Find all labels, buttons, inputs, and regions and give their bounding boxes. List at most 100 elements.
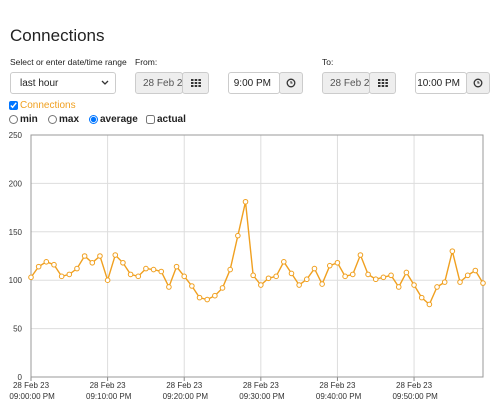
y-tick-label: 100 (9, 276, 23, 285)
data-point (296, 282, 302, 288)
data-point (51, 261, 57, 268)
data-point (112, 252, 119, 258)
mode-label: max (59, 114, 80, 125)
data-point (380, 274, 387, 281)
x-tick-line: 09:10:00 PM (84, 392, 132, 401)
to-date[interactable]: 28 Feb 2 (322, 72, 370, 94)
to-time[interactable]: 10:00 PM (415, 72, 467, 94)
data-point (418, 294, 425, 301)
data-point (250, 272, 256, 279)
data-point (288, 270, 295, 277)
x-tick-label: 28 Feb 23 09:00:00 PM (7, 381, 55, 401)
data-point (235, 232, 241, 239)
data-point (480, 280, 486, 286)
clock-icon (473, 78, 483, 88)
data-point (441, 279, 448, 285)
calendar-icon (190, 79, 201, 87)
mode-input[interactable] (9, 115, 18, 124)
mode-option: max (48, 114, 79, 125)
data-point (189, 283, 195, 289)
calendar-button[interactable] (369, 72, 396, 94)
data-point (181, 273, 188, 280)
clock-button[interactable] (466, 72, 490, 94)
data-point (127, 271, 134, 278)
calendar-button[interactable] (182, 72, 209, 94)
x-tick-line: 28 Feb 23 (13, 381, 50, 390)
data-point (58, 273, 65, 280)
x-tick-line: 09:50:00 PM (390, 392, 438, 401)
data-point (97, 253, 103, 259)
data-point (120, 259, 126, 266)
x-tick-line: 09:30:00 PM (237, 392, 285, 401)
x-tick-line: 09:00:00 PM (7, 392, 55, 401)
data-point (212, 292, 218, 299)
data-point (403, 269, 410, 276)
series-checkbox[interactable] (9, 101, 18, 110)
data-point (342, 273, 348, 280)
data-point (81, 253, 88, 259)
clock-button[interactable] (279, 72, 303, 94)
data-point (319, 281, 325, 287)
y-tick-label: 250 (9, 131, 23, 140)
from-label: From: (135, 57, 158, 67)
plot-frame (30, 134, 484, 378)
data-point (326, 262, 333, 269)
mode-input[interactable] (48, 115, 57, 124)
data-point (464, 272, 471, 279)
x-tick-label: 28 Feb 23 09:20:00 PM (160, 381, 208, 401)
data-point (173, 263, 180, 270)
from-time[interactable]: 9:00 PM (228, 72, 280, 94)
data-point (388, 272, 394, 279)
mode-input[interactable] (89, 115, 98, 124)
x-tick-line: 28 Feb 23 (166, 381, 203, 390)
data-point (35, 263, 42, 270)
data-point (426, 301, 433, 308)
mode-option: actual (146, 114, 186, 125)
data-point (357, 252, 364, 258)
calendar-icon (377, 79, 388, 87)
y-tick-label: 0 (18, 373, 23, 382)
data-point (227, 266, 233, 273)
data-point (74, 265, 80, 272)
to-label: To: (322, 57, 334, 67)
from-date[interactable]: 28 Feb 2 (135, 72, 183, 94)
data-point (411, 282, 417, 288)
from-time-text: 9:00 PM (233, 77, 271, 89)
data-point (43, 259, 50, 265)
data-point (472, 267, 479, 274)
data-point (449, 248, 456, 254)
range-value: last hour (20, 77, 59, 89)
series-line (30, 201, 484, 306)
data-point (89, 259, 96, 266)
range-label: Select or enter date/time range (10, 57, 127, 67)
mode-input[interactable] (146, 115, 155, 124)
y-tick-label: 200 (9, 179, 23, 188)
data-point (104, 277, 111, 283)
x-tick-line: 28 Feb 23 (396, 381, 433, 390)
y-tick-label: 150 (9, 228, 23, 237)
data-point (28, 274, 34, 281)
x-tick-line: 28 Feb 23 (90, 381, 127, 390)
x-tick-label: 28 Feb 23 09:30:00 PM (237, 381, 285, 401)
mode-label: average (100, 114, 138, 125)
data-point (158, 268, 165, 275)
x-tick-line: 09:40:00 PM (314, 392, 362, 401)
mode-option: min (9, 114, 38, 125)
x-tick-line: 28 Feb 23 (243, 381, 280, 390)
to-time-text: 10:00 PM (417, 77, 460, 89)
data-point (311, 265, 318, 272)
data-point (258, 282, 264, 288)
data-point (242, 198, 249, 205)
data-point (434, 284, 440, 290)
data-point (66, 271, 73, 278)
data-point (265, 275, 272, 282)
x-tick-label: 28 Feb 23 09:10:00 PM (84, 381, 132, 401)
data-point (166, 284, 172, 290)
range-select[interactable]: last hour (10, 72, 116, 94)
mode-label: min (20, 114, 38, 125)
data-point (204, 296, 211, 303)
data-point (457, 279, 463, 285)
data-point (395, 284, 402, 290)
